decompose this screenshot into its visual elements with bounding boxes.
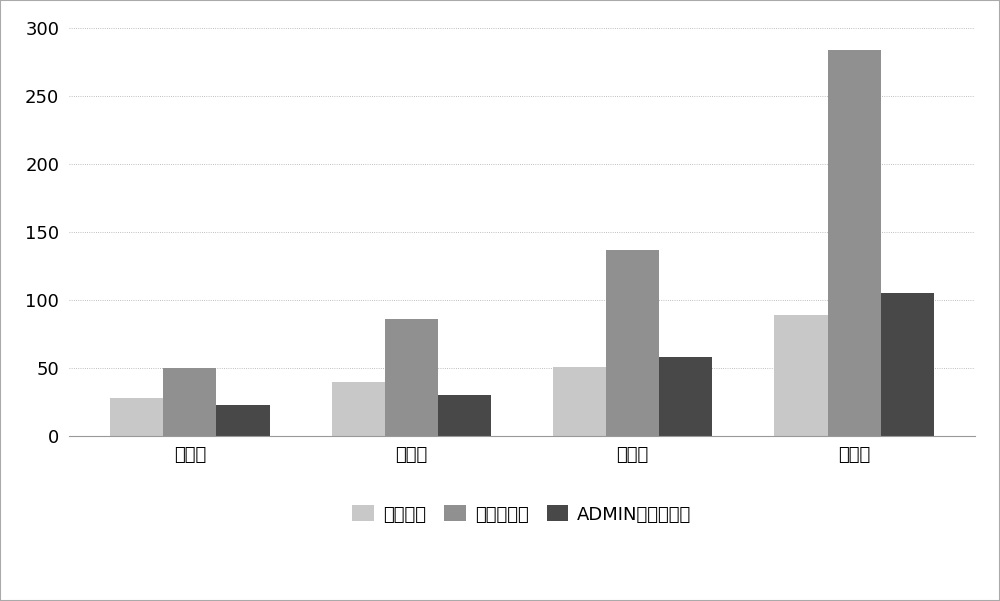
Bar [606, 249, 659, 436]
Bar [110, 398, 163, 436]
Legend: 漏洞数量, 普通攻击链, ADMIN以上攻击链: 漏洞数量, 普通攻击链, ADMIN以上攻击链 [345, 498, 699, 531]
Bar [881, 293, 934, 436]
Bar [438, 395, 491, 436]
Bar [828, 50, 881, 436]
Bar [163, 368, 216, 436]
Bar [216, 404, 270, 436]
Bar [332, 382, 385, 436]
Bar [659, 357, 712, 436]
Bar [385, 319, 438, 436]
Bar [553, 367, 606, 436]
Bar [774, 315, 828, 436]
